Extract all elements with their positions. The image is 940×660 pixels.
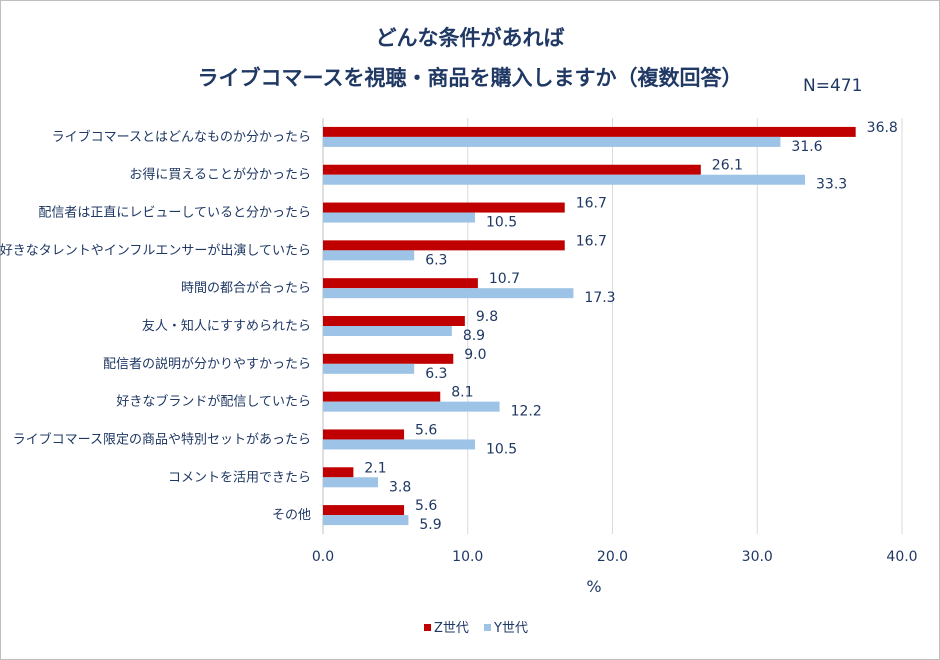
bar-y-generation	[323, 363, 415, 374]
x-axis-title: %	[586, 577, 601, 596]
legend-label: Y世代	[493, 621, 528, 636]
bar-z-generation	[323, 391, 441, 402]
category-label: 配信者の説明が分かりやすかったら	[103, 356, 311, 372]
bar-y-generation	[323, 477, 379, 488]
bar-z-generation	[323, 278, 478, 289]
data-label: 8.1	[451, 385, 473, 401]
bar-y-generation	[323, 212, 475, 223]
chart-title-line-1: どんな条件があれば	[375, 26, 565, 50]
chart-title-line-2: ライブコマースを視聴・商品を購入しますか（複数回答）	[197, 66, 743, 90]
bar-z-generation	[323, 240, 565, 251]
category-label: 好きなタレントやインフルエンサーが出演していたら	[0, 242, 311, 258]
data-label: 5.9	[419, 517, 441, 533]
bar-y-generation	[323, 174, 806, 185]
data-label: 5.6	[415, 498, 437, 514]
data-label: 12.2	[511, 404, 542, 420]
bar-z-generation	[323, 202, 565, 213]
data-label: 10.7	[489, 271, 520, 287]
x-tick-label: 0.0	[312, 549, 334, 565]
data-label: 2.1	[364, 460, 386, 476]
data-label: 26.1	[712, 158, 743, 174]
category-label: 時間の都合が合ったら	[181, 281, 311, 296]
data-label: 5.6	[415, 422, 437, 438]
data-label: 3.8	[389, 479, 411, 495]
x-tick-label: 20.0	[597, 549, 628, 565]
data-label: 6.3	[425, 366, 447, 382]
bar-z-generation	[323, 316, 465, 326]
data-label: 8.9	[463, 328, 485, 344]
category-label: ライブコマース限定の商品や特別セットがあったら	[13, 431, 311, 447]
x-tick-label: 30.0	[742, 549, 773, 565]
data-label: 31.6	[791, 139, 822, 155]
data-label: 6.3	[425, 252, 447, 268]
category-label: その他	[272, 508, 311, 523]
data-label: 33.3	[816, 177, 847, 193]
data-label: 10.5	[486, 441, 517, 457]
data-label: 16.7	[576, 196, 607, 212]
bar-z-generation	[323, 353, 454, 364]
data-label: 9.0	[464, 347, 486, 363]
bar-y-generation	[323, 136, 781, 147]
data-label: 16.7	[576, 233, 607, 249]
legend-label: Z世代	[434, 621, 469, 636]
legend-swatch	[424, 624, 431, 631]
bar-y-generation	[323, 401, 500, 412]
legend-swatch	[484, 624, 491, 631]
data-label: 9.8	[476, 309, 498, 325]
category-label: お得に買えることが分かったら	[129, 167, 311, 183]
bar-y-generation	[323, 250, 415, 261]
bar-y-generation	[323, 439, 475, 450]
data-label: 36.8	[867, 120, 898, 136]
bar-y-generation	[323, 515, 409, 526]
bar-z-generation	[323, 164, 701, 175]
sample-size-label: N=471	[803, 76, 863, 96]
bar-z-generation	[323, 126, 856, 137]
bar-y-generation	[323, 288, 574, 299]
x-tick-label: 40.0	[886, 549, 917, 565]
category-label: 友人・知人にすすめられたら	[142, 318, 311, 334]
category-label: 配信者は正直にレビューしていると分かったら	[38, 206, 311, 221]
category-label: コメントを活用できたら	[168, 470, 311, 485]
bar-y-generation	[323, 326, 452, 336]
x-tick-label: 10.0	[452, 549, 483, 565]
bar-z-generation	[323, 429, 405, 440]
category-label: 好きなブランドが配信していたら	[116, 394, 311, 410]
data-label: 10.5	[486, 215, 517, 231]
data-label: 17.3	[584, 290, 615, 306]
bar-z-generation	[323, 505, 405, 516]
category-label: ライブコマースとはどんなものか分かったら	[52, 129, 311, 145]
bar-z-generation	[323, 467, 354, 478]
